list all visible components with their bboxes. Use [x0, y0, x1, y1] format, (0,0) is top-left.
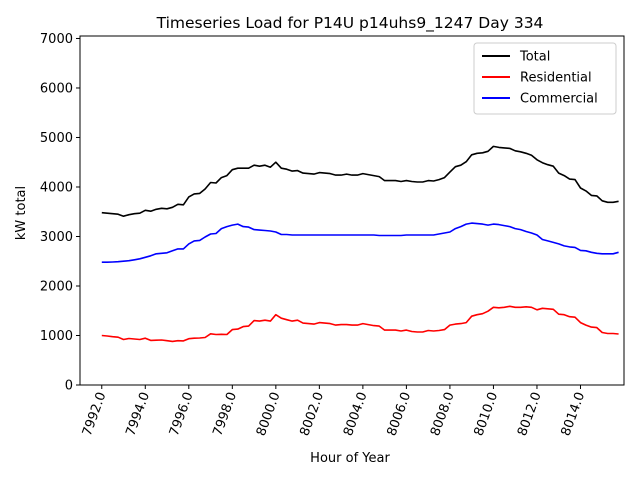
legend-label-total: Total: [519, 50, 550, 65]
x-tick-label: 8000.0: [254, 390, 284, 438]
x-axis-label: Hour of Year: [310, 451, 390, 466]
x-tick-label: 7996.0: [167, 390, 197, 438]
x-tick-label: 7994.0: [123, 390, 153, 438]
x-tick-label: 8004.0: [341, 390, 371, 438]
x-tick-label: 7992.0: [80, 390, 110, 438]
x-tick-label: 8010.0: [472, 390, 502, 438]
y-axis: 0 1000 2000 3000 4000 5000 6000 7000: [40, 32, 80, 394]
x-tick-label: 8014.0: [559, 390, 589, 438]
x-tick-label: 8002.0: [297, 390, 327, 438]
y-tick-label: 7000: [40, 32, 73, 47]
y-tick-label: 4000: [40, 180, 73, 195]
y-tick-label: 1000: [40, 329, 73, 344]
series-line-residential: [101, 305, 619, 343]
series-line-total: [101, 145, 619, 217]
y-tick-label: 3000: [40, 230, 73, 245]
x-axis: 7992.0 7994.0 7996.0 7998.0 8000.0 8002.0 8004…: [80, 385, 588, 438]
series-layer: [101, 145, 619, 343]
series-line-commercial: [101, 222, 619, 264]
y-tick-label: 5000: [40, 131, 73, 146]
y-tick-label: 6000: [40, 81, 73, 96]
chart-title: Timeseries Load for P14U p14uhs9_1247 Da…: [156, 14, 544, 33]
x-tick-label: 8008.0: [428, 390, 458, 438]
plot-frame: [79, 35, 625, 386]
legend-label-commercial: Commercial: [520, 92, 598, 107]
legend: Total Residential Commercial: [473, 42, 617, 115]
x-tick-label: 7998.0: [210, 390, 240, 438]
legend-box: [473, 42, 617, 115]
legend-label-residential: Residential: [520, 71, 592, 86]
x-tick-label: 8012.0: [515, 390, 545, 438]
y-tick-label: 0: [65, 379, 73, 394]
y-tick-label: 2000: [40, 279, 73, 294]
y-axis-label: kW total: [14, 186, 29, 240]
x-tick-label: 8006.0: [385, 390, 415, 438]
